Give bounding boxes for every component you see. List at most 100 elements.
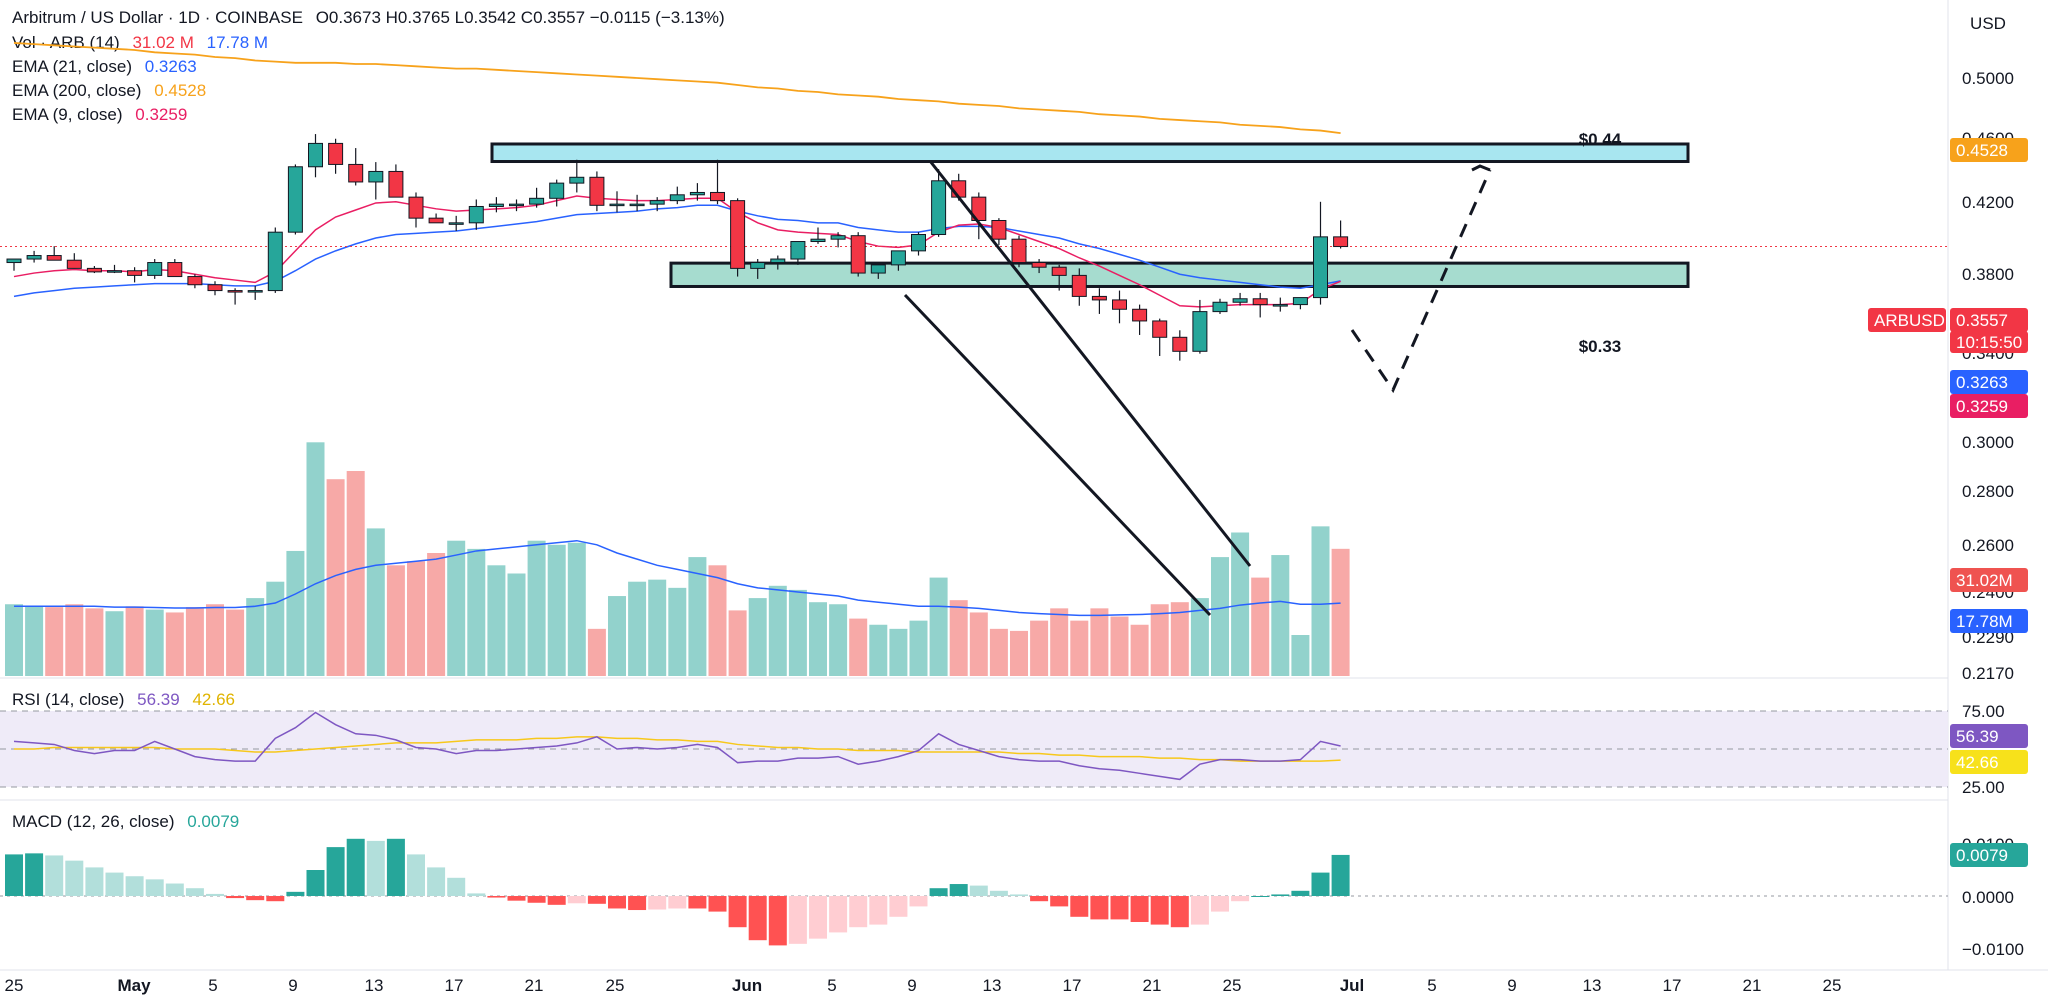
volume-bar (849, 618, 868, 676)
volume-bar (1010, 630, 1028, 676)
candle[interactable] (26, 255, 42, 260)
candle[interactable] (529, 197, 545, 205)
candle[interactable] (890, 250, 906, 266)
candle[interactable] (1172, 336, 1188, 352)
candle[interactable] (167, 262, 183, 278)
candle[interactable] (207, 284, 223, 292)
resistance-zone[interactable] (490, 142, 1690, 164)
candle[interactable] (1272, 304, 1288, 307)
candle[interactable] (609, 203, 625, 207)
candle[interactable] (328, 142, 344, 165)
candle[interactable] (1112, 299, 1127, 310)
candle[interactable] (850, 235, 866, 274)
candle[interactable] (1011, 238, 1027, 264)
rsi-value: 56.39 (137, 690, 180, 709)
candle[interactable] (46, 255, 62, 261)
candle[interactable] (127, 270, 143, 276)
volume-bar (326, 479, 345, 676)
candle[interactable] (931, 180, 947, 236)
volume-bar (809, 602, 827, 676)
candle[interactable] (549, 182, 565, 199)
candle[interactable] (247, 290, 263, 293)
volume-bar (206, 604, 224, 676)
candle[interactable] (689, 191, 705, 196)
rsi-ma-tag-text: 42.66 (1956, 753, 1999, 772)
candle[interactable] (1192, 311, 1208, 352)
candle[interactable] (911, 234, 926, 252)
candle[interactable] (267, 231, 283, 292)
candle[interactable] (1232, 298, 1248, 303)
candle[interactable] (669, 194, 685, 202)
candle[interactable] (790, 241, 806, 260)
candle[interactable] (569, 176, 585, 184)
macd-histogram-bar (386, 838, 405, 896)
candle[interactable] (1333, 236, 1349, 248)
candle[interactable] (509, 203, 524, 207)
candle[interactable] (1091, 295, 1107, 301)
legend-macd[interactable]: MACD (12, 26, close) 0.0079 (12, 812, 239, 832)
candle[interactable] (1132, 308, 1148, 322)
volume-bar (668, 587, 687, 676)
candle[interactable] (86, 267, 102, 273)
volume-ma-line (14, 539, 1341, 617)
currency-button[interactable]: USD (1970, 14, 2006, 33)
candle[interactable] (589, 176, 605, 206)
volume-bar (1070, 620, 1089, 676)
legend-ema200[interactable]: EMA (200, close) 0.4528 (12, 81, 206, 101)
candle[interactable] (649, 200, 665, 205)
candle[interactable] (710, 191, 725, 202)
ema21-label: EMA (21, close) (12, 57, 132, 76)
candle[interactable] (1313, 236, 1328, 299)
candle[interactable] (468, 205, 484, 224)
candle[interactable] (870, 264, 886, 274)
candle[interactable] (448, 222, 464, 225)
candle[interactable] (1292, 297, 1308, 306)
rsi-label: RSI (14, close) (12, 690, 125, 709)
candle[interactable] (348, 163, 364, 183)
legend-rsi[interactable]: RSI (14, close) 56.39 42.66 (12, 690, 235, 710)
candle[interactable] (227, 290, 243, 293)
candle[interactable] (1152, 320, 1168, 338)
legend-ema21[interactable]: EMA (21, close) 0.3263 (12, 57, 197, 77)
candle[interactable] (388, 170, 404, 198)
candle[interactable] (1252, 298, 1268, 306)
legend-ema9[interactable]: EMA (9, close) 0.3259 (12, 105, 187, 125)
candle[interactable] (6, 258, 22, 264)
symbol-title[interactable]: Arbitrum / US Dollar · 1D · COINBASE (12, 8, 303, 27)
candle[interactable] (991, 219, 1007, 240)
candle[interactable] (629, 203, 645, 207)
rsi-axis-tick: 75.00 (1962, 702, 2005, 721)
candle[interactable] (287, 166, 303, 233)
candle[interactable] (1031, 262, 1047, 268)
ema21-value: 0.3263 (144, 57, 197, 76)
candle[interactable] (730, 200, 746, 269)
macd-histogram-bar (849, 896, 868, 928)
volume-bar (527, 540, 546, 676)
candle[interactable] (830, 235, 846, 240)
channel-lower-line[interactable] (903, 293, 1212, 617)
candle[interactable] (1051, 266, 1067, 276)
candle[interactable] (147, 262, 163, 276)
candle[interactable] (810, 238, 826, 243)
channel-upper-line[interactable] (928, 160, 1252, 567)
candle[interactable] (1212, 301, 1228, 313)
volume-bar (366, 528, 385, 676)
candle[interactable] (107, 270, 122, 273)
ema21-line (13, 204, 1341, 298)
macd-histogram-bar (1211, 896, 1229, 912)
candle[interactable] (408, 196, 424, 219)
candle[interactable] (770, 258, 786, 264)
macd-histogram-bar (1010, 894, 1028, 896)
candle[interactable] (187, 276, 203, 286)
candle[interactable] (368, 170, 384, 183)
projection-path[interactable] (1350, 169, 1492, 394)
candle[interactable] (428, 217, 444, 224)
candle[interactable] (488, 203, 504, 207)
candle[interactable] (66, 259, 82, 269)
candle[interactable] (308, 142, 323, 168)
candle[interactable] (1071, 274, 1087, 297)
macd-histogram-bar (105, 872, 124, 896)
candle[interactable] (750, 262, 766, 269)
macd-histogram-bar (668, 896, 687, 909)
